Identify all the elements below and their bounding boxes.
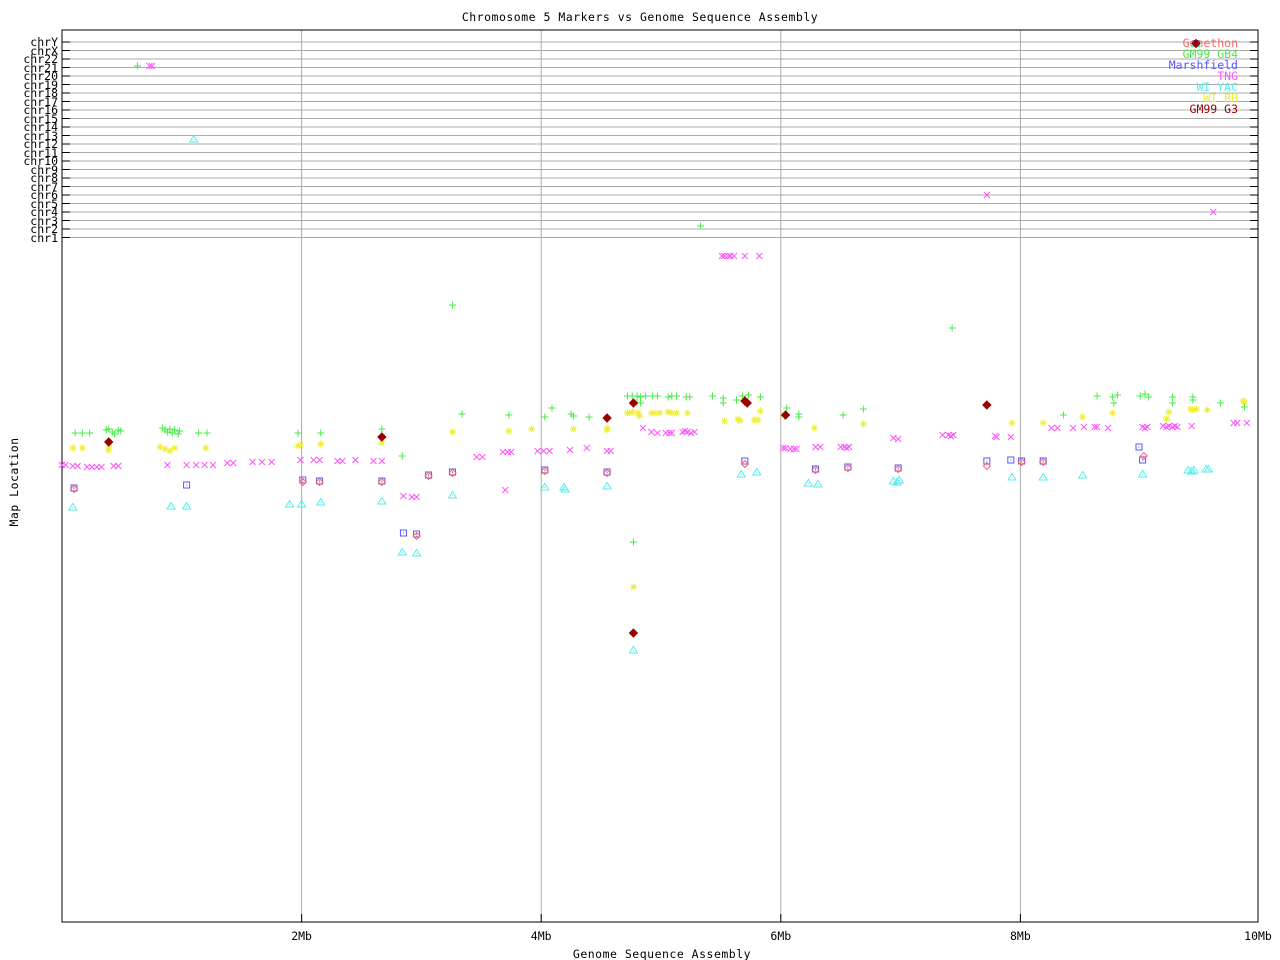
y-tick-label: chr22: [23, 52, 58, 66]
x-tick-label: 8Mb: [1010, 929, 1031, 943]
y-tick-label: chr21: [23, 60, 58, 75]
x-tick-label: 4Mb: [530, 929, 552, 943]
y-axis-label: Map Location: [7, 437, 21, 527]
y-tick-label: chr9: [30, 162, 58, 177]
y-tick-label: chr16: [23, 103, 58, 117]
y-tick-label: chr14: [23, 120, 58, 134]
filled-diamond-icon: [1191, 38, 1201, 49]
y-tick-label: chr1: [30, 230, 58, 245]
y-tick-label: chr7: [30, 179, 58, 194]
series-wi-rh: [69, 397, 1248, 591]
series-marshfield: [70, 443, 1147, 538]
y-tick-label: chr19: [23, 77, 58, 92]
y-tick-label: chr8: [30, 171, 58, 185]
chart-title: Chromosome 5 Markers vs Genome Sequence …: [461, 10, 819, 24]
legend-label: GM99 G3: [1189, 102, 1238, 116]
y-tick-label: chr4: [30, 205, 58, 219]
series-gm99-gb4: [71, 62, 1248, 546]
legend-label: WI YAC: [1196, 80, 1238, 94]
y-tick-label: chr6: [30, 188, 58, 202]
y-tick-label: chr15: [23, 111, 58, 126]
y-tick-label: chr18: [23, 86, 58, 100]
series-wi-yac: [67, 134, 1214, 654]
x-tick-label: 10Mb: [1244, 929, 1272, 943]
y-tick-label: chr5: [30, 196, 58, 211]
y-tick-label: chr3: [30, 213, 58, 228]
x-tick-label: 2Mb: [291, 929, 312, 943]
legend: Genethon GM99 GB4 Marshfield TNG WI YAC WI RH…: [1168, 36, 1238, 116]
series-genethon: [69, 451, 1148, 541]
y-tick-label: chr17: [23, 94, 58, 109]
x-tick-label: 6Mb: [770, 929, 792, 943]
series-tng: [58, 62, 1251, 501]
legend-label: TNG: [1217, 69, 1238, 83]
y-tick-label: chrY: [30, 35, 58, 49]
y-tick-label: chrX: [30, 43, 58, 58]
legend-label: Genethon: [1182, 36, 1238, 50]
legend-label: GM99 GB4: [1182, 47, 1238, 61]
y-tick-label: chr13: [23, 128, 58, 143]
series-gm99-g3: [104, 396, 992, 638]
y-tick-label: chr10: [23, 154, 58, 168]
legend-label: Marshfield: [1168, 58, 1238, 72]
y-tick-label: chr12: [23, 137, 58, 151]
legend-entry-gm99-g3: GM99 G3: [1169, 38, 1238, 116]
y-tick-label: chr11: [23, 145, 58, 160]
x-axis-label: Genome Sequence Assembly: [572, 947, 752, 960]
y-tick-label: chr20: [23, 69, 58, 83]
y-tick-label: chr2: [30, 222, 58, 236]
legend-label: WI RH: [1203, 91, 1238, 105]
